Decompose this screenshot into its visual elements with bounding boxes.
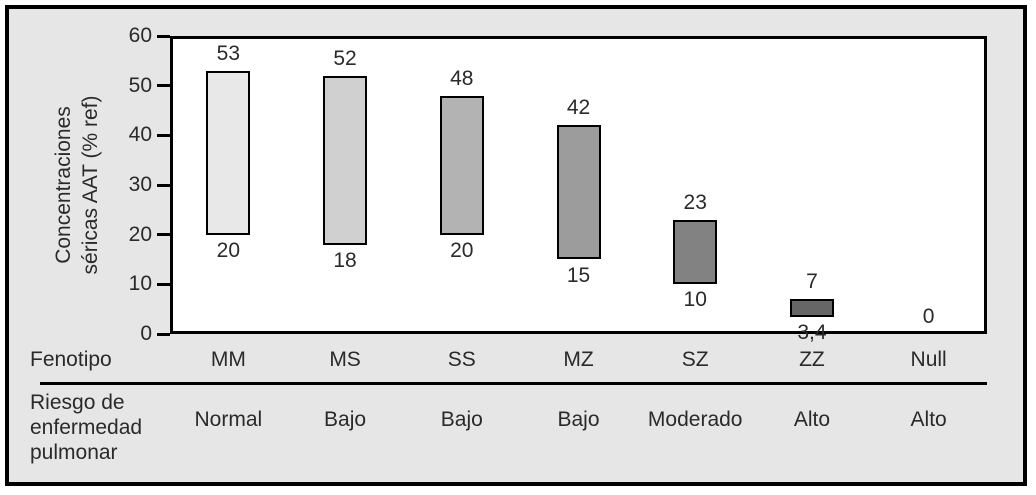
- y-tick-label: 10: [128, 272, 152, 296]
- bar-high-value: 7: [806, 270, 818, 294]
- y-tick-mark: [157, 282, 170, 286]
- risk-label-MZ: Bajo: [557, 408, 600, 431]
- phenotype-label-SZ: SZ: [681, 348, 709, 371]
- bar-high-value: 23: [683, 190, 707, 214]
- y-axis-title-line: Concentraciones: [52, 106, 75, 264]
- y-tick-label: 40: [128, 123, 152, 147]
- risk-label-MS: Bajo: [324, 408, 367, 431]
- range-bar-MS: [323, 75, 368, 245]
- risk-label-Null: Alto: [910, 408, 947, 431]
- phenotype-label-Null: Null: [910, 348, 947, 371]
- y-tick-mark: [157, 233, 170, 237]
- risk-row-label: Riesgo de enfermedad pulmonar: [30, 391, 143, 464]
- bar-low-value: 20: [450, 238, 474, 262]
- risk-label-ZZ: Alto: [793, 408, 831, 431]
- range-bar-MZ: [556, 125, 601, 260]
- bar-low-value: 20: [216, 238, 241, 262]
- bar-zero-value: 0: [922, 305, 935, 328]
- y-tick-label: 20: [128, 222, 152, 246]
- bar-low-value: 18: [333, 248, 357, 272]
- phenotype-label-MM: MM: [210, 348, 246, 371]
- y-tick-label: 30: [128, 173, 152, 196]
- bar-high-value: 53: [216, 41, 241, 65]
- bar-low-value: 15: [566, 263, 591, 287]
- row-divider: [40, 382, 987, 385]
- y-tick-mark: [157, 133, 170, 137]
- y-tick-mark: [157, 84, 170, 88]
- bar-high-value: 48: [450, 66, 474, 90]
- phenotype-row-label: Fenotipo: [30, 348, 112, 371]
- bar-high-value: 42: [566, 96, 591, 120]
- y-tick-mark: [157, 34, 170, 38]
- range-bar-MM: [206, 70, 251, 235]
- y-tick-label: 0: [140, 322, 152, 345]
- risk-label-MM: Normal: [194, 408, 263, 431]
- risk-label-SZ: Moderado: [647, 408, 743, 431]
- bar-low-value: 10: [683, 288, 707, 312]
- phenotype-label-MS: MS: [329, 348, 361, 371]
- y-tick-label: 50: [128, 73, 152, 97]
- risk-label-SS: Bajo: [440, 408, 483, 431]
- phenotype-label-ZZ: ZZ: [799, 348, 825, 371]
- phenotype-label-SS: SS: [447, 348, 476, 371]
- y-tick-mark: [157, 332, 170, 336]
- range-bar-SS: [439, 95, 484, 235]
- range-bar-ZZ: [789, 299, 834, 318]
- bar-low-value: 3,4: [797, 321, 827, 345]
- bar-high-value: 52: [333, 46, 357, 70]
- phenotype-label-MZ: MZ: [563, 348, 594, 371]
- y-tick-mark: [157, 183, 170, 187]
- y-tick-label: 60: [128, 24, 152, 47]
- range-bar-SZ: [673, 219, 718, 285]
